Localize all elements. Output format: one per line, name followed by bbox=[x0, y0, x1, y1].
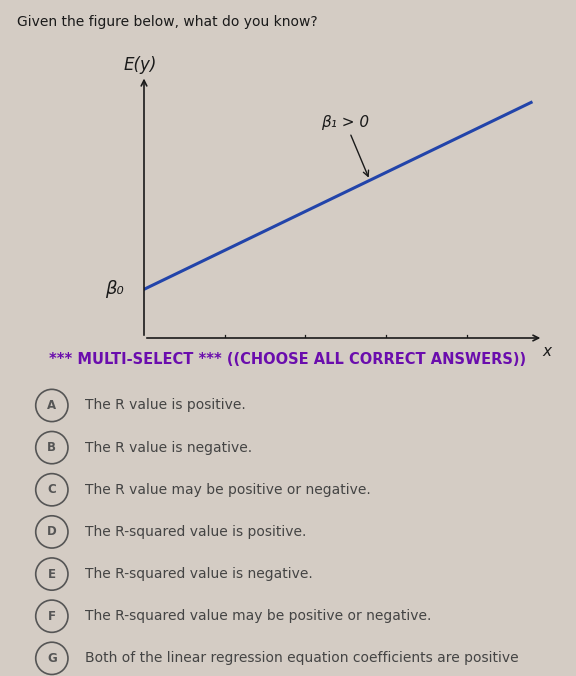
Text: D: D bbox=[47, 525, 56, 538]
Text: C: C bbox=[47, 483, 56, 496]
Text: F: F bbox=[48, 610, 56, 623]
Text: x: x bbox=[543, 345, 552, 360]
Text: *** MULTI-SELECT *** ((CHOOSE ALL CORRECT ANSWERS)): *** MULTI-SELECT *** ((CHOOSE ALL CORREC… bbox=[50, 352, 526, 368]
Text: B: B bbox=[47, 441, 56, 454]
Text: Given the figure below, what do you know?: Given the figure below, what do you know… bbox=[17, 15, 318, 28]
Text: Both of the linear regression equation coefficients are positive: Both of the linear regression equation c… bbox=[85, 652, 519, 665]
Text: A: A bbox=[47, 399, 56, 412]
Text: The R-squared value may be positive or negative.: The R-squared value may be positive or n… bbox=[85, 609, 431, 623]
Text: E(y): E(y) bbox=[123, 56, 157, 74]
Text: The R value is positive.: The R value is positive. bbox=[85, 398, 246, 412]
Text: β₀: β₀ bbox=[105, 281, 124, 298]
Text: β₁ > 0: β₁ > 0 bbox=[321, 115, 370, 176]
Text: The R-squared value is negative.: The R-squared value is negative. bbox=[85, 567, 313, 581]
Text: The R value may be positive or negative.: The R value may be positive or negative. bbox=[85, 483, 371, 497]
Text: The R value is negative.: The R value is negative. bbox=[85, 441, 252, 455]
Text: E: E bbox=[48, 568, 56, 581]
Text: The R-squared value is positive.: The R-squared value is positive. bbox=[85, 525, 306, 539]
Text: G: G bbox=[47, 652, 56, 665]
